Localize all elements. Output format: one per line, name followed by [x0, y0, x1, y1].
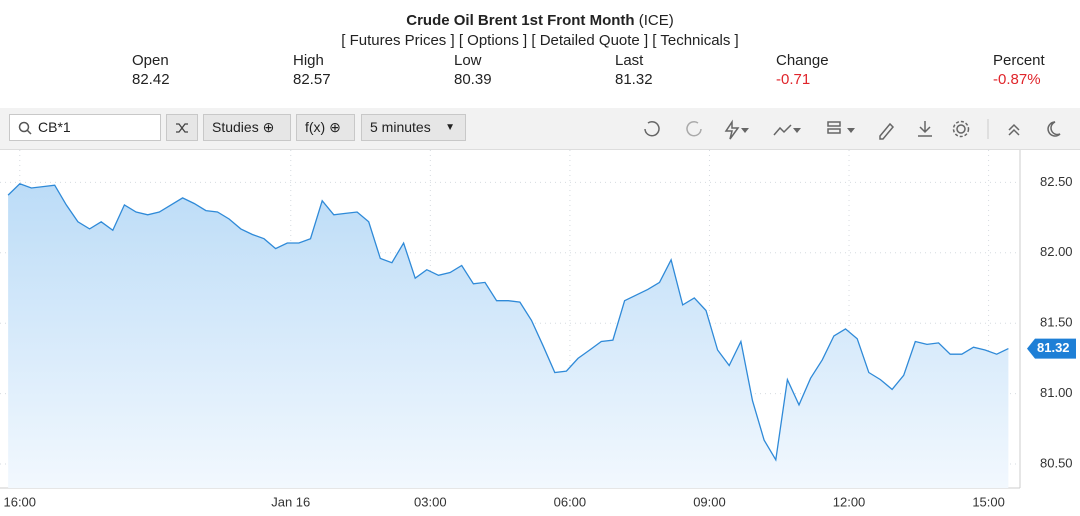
redo-icon[interactable]	[686, 121, 702, 137]
price-line	[7, 183, 1009, 462]
x-tick-label: 03:00	[414, 494, 447, 509]
tool-icons	[644, 119, 1061, 140]
quote: Low 80.39	[454, 51, 492, 89]
collapse-icon[interactable]	[1008, 123, 1020, 136]
interval-button[interactable]: 5 minutes ▼	[361, 114, 466, 141]
quote-label: Change	[776, 52, 829, 69]
quote-label: Low	[454, 52, 482, 69]
area-fill	[8, 183, 1009, 489]
y-tick-label: 82.50	[1040, 174, 1073, 189]
x-tick-label: Jan 16	[271, 494, 310, 509]
theme-icon[interactable]	[1047, 121, 1061, 137]
x-tick-label: 16:00	[3, 494, 36, 509]
link[interactable]: [ Futures Prices ]	[341, 32, 455, 49]
x-tick-label: 15:00	[972, 494, 1005, 509]
quote-value: -0.71	[776, 71, 811, 88]
quote-label: High	[293, 52, 324, 69]
symbol-input[interactable]: CB*1	[9, 114, 161, 141]
interval-label: 5 minutes	[370, 119, 431, 135]
quote-value: 80.39	[454, 71, 492, 88]
fx-label: f(x)	[305, 119, 326, 135]
compare-button[interactable]	[166, 114, 198, 141]
quote: High 82.57	[293, 51, 331, 89]
link[interactable]: [ Detailed Quote ]	[531, 32, 649, 49]
layout-icon[interactable]	[827, 121, 841, 127]
y-tick-label: 81.50	[1040, 315, 1073, 330]
x-tick-label: 12:00	[833, 494, 866, 509]
title: Crude Oil Brent 1st Front Month	[406, 12, 635, 29]
studies-button[interactable]: Studies ⊕	[203, 114, 291, 141]
last-price-tag	[1027, 338, 1076, 359]
quote: Last 81.32	[615, 51, 653, 89]
quote-value: 82.42	[132, 71, 170, 88]
download-icon[interactable]	[918, 121, 932, 137]
y-tick-label: 80.50	[1040, 455, 1073, 470]
fx-button[interactable]: f(x) ⊕	[296, 114, 355, 141]
studies-label: Studies	[212, 119, 259, 135]
last-price-label: 81.32	[1037, 340, 1070, 355]
toolbar: CB*1 Studies ⊕ f(x) ⊕ 5 minutes ▼	[0, 108, 1080, 150]
quote-label: Percent	[993, 52, 1045, 69]
quote-value: 81.32	[615, 71, 653, 88]
y-tick-label: 82.00	[1040, 244, 1073, 259]
search-icon	[18, 121, 32, 135]
y-tick-label: 81.00	[1040, 385, 1073, 400]
symbol: CB*1	[38, 119, 71, 135]
link[interactable]: [ Options ]	[458, 32, 528, 49]
quote: Percent -0.87%	[993, 51, 1045, 89]
shuffle-icon	[176, 123, 188, 133]
quote-value: -0.87%	[993, 71, 1041, 88]
quote-label: Open	[132, 52, 169, 69]
exchange: (ICE)	[638, 12, 674, 29]
x-tick-label: 06:00	[554, 494, 587, 509]
link[interactable]: [ Technicals ]	[652, 32, 739, 49]
events-icon[interactable]	[724, 119, 740, 140]
quote: Change -0.71	[776, 51, 829, 89]
x-tick-label: 09:00	[693, 494, 726, 509]
undo-icon[interactable]	[644, 121, 660, 137]
chart-type-icon[interactable]	[773, 124, 792, 136]
quote: Open 82.42	[132, 51, 170, 89]
quote-value: 82.57	[293, 71, 331, 88]
settings-icon[interactable]	[956, 124, 966, 134]
draw-icon[interactable]	[879, 122, 895, 140]
title-row: Crude Oil Brent 1st Front Month (ICE)	[0, 12, 1080, 29]
quote-label: Last	[615, 52, 644, 69]
links: [ Futures Prices ] [ Options ] [ Detaile…	[0, 32, 1080, 49]
